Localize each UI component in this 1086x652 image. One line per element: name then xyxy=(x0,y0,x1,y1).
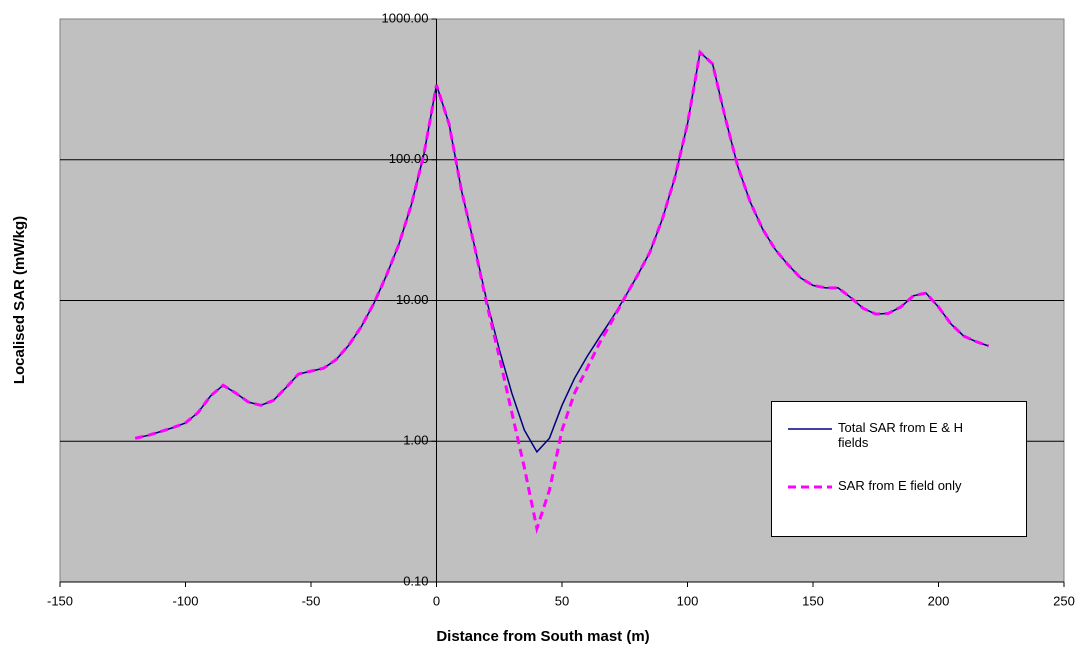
x-tick-label: 100 xyxy=(677,593,699,608)
x-tick-label: -150 xyxy=(47,593,73,608)
legend-entry: Total SAR from E & H fields xyxy=(788,420,988,450)
legend-swatch xyxy=(788,485,832,489)
y-tick-label: 0.10 xyxy=(403,573,428,588)
x-tick-label: -50 xyxy=(302,593,321,608)
legend-swatch xyxy=(788,428,832,430)
legend: Total SAR from E & H fields SAR from E fi… xyxy=(771,401,1027,537)
x-tick-label: 50 xyxy=(555,593,569,608)
x-tick-label: -100 xyxy=(172,593,198,608)
series-line xyxy=(134,49,990,535)
x-tick-label: 250 xyxy=(1053,593,1075,608)
x-tick-label: 0 xyxy=(433,593,440,608)
legend-label: Total SAR from E & H fields xyxy=(838,420,963,450)
y-axis-title: Localised SAR (mW/kg) xyxy=(11,216,28,384)
y-tick-label: 10.00 xyxy=(396,292,429,307)
y-tick-label: 100.00 xyxy=(389,151,429,166)
legend-label: SAR from E field only xyxy=(838,478,962,493)
legend-entry: SAR from E field only xyxy=(788,478,988,493)
y-tick-label: 1.00 xyxy=(403,433,428,448)
x-tick-label: 150 xyxy=(802,593,824,608)
x-tick-label: 200 xyxy=(928,593,950,608)
x-axis-title: Distance from South mast (m) xyxy=(436,628,649,645)
y-tick-label: 1000.00 xyxy=(382,10,429,25)
